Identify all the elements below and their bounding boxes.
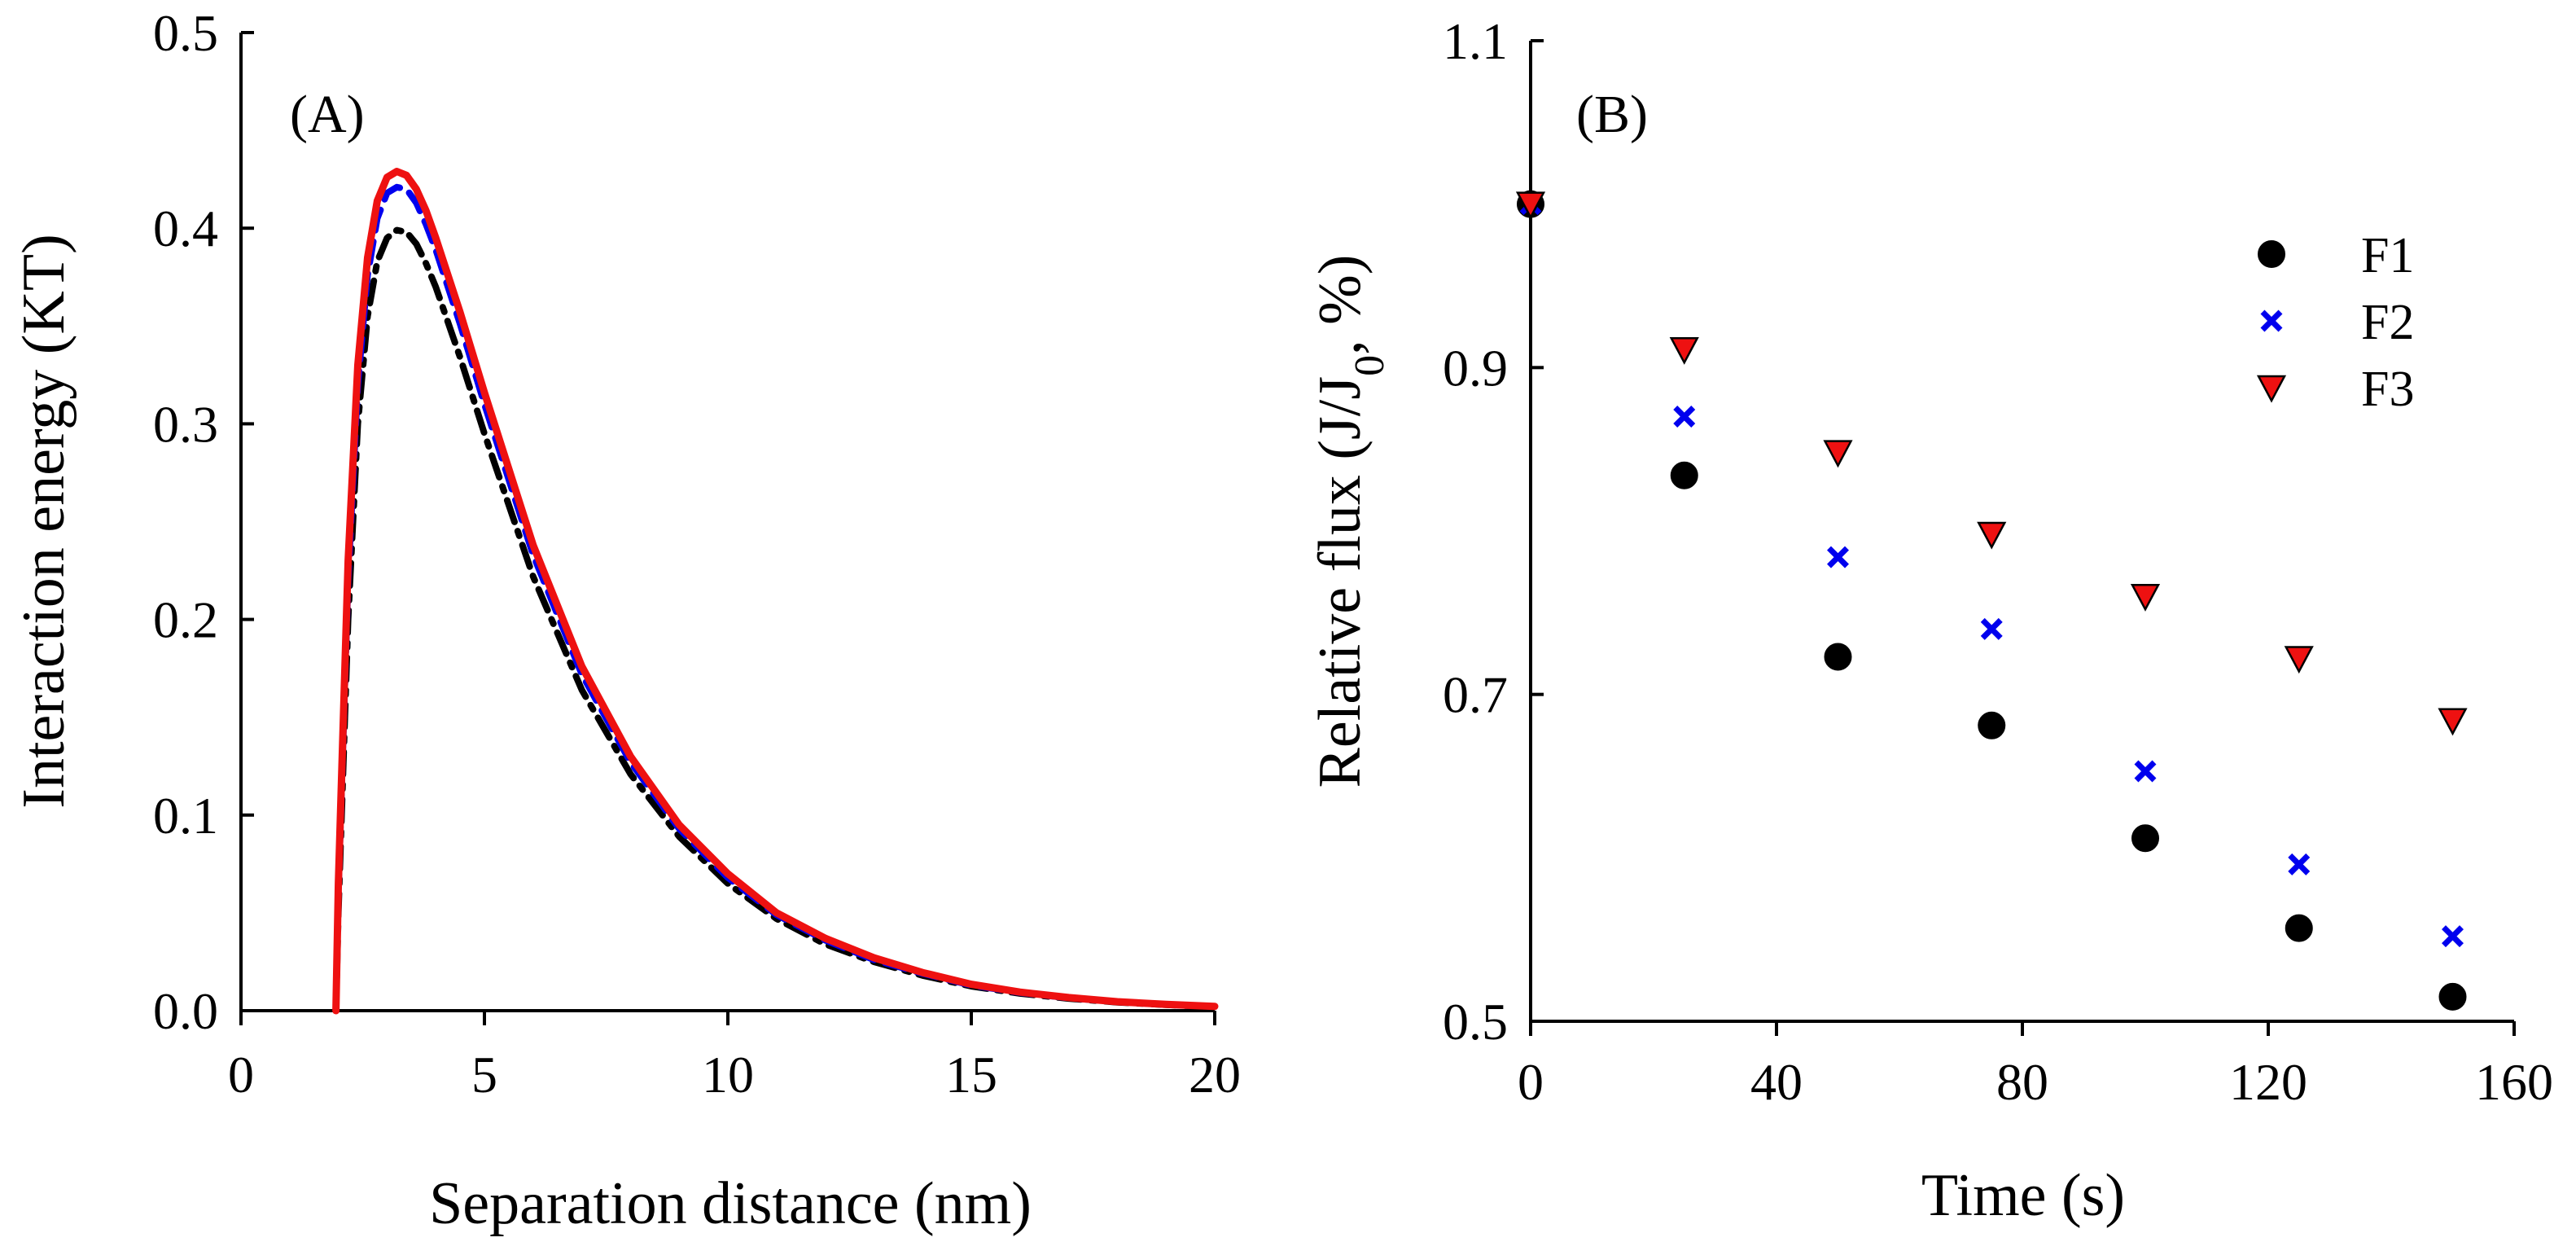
- panel-b-point-f2: [2288, 853, 2311, 875]
- legend-marker-f2: [2260, 309, 2283, 332]
- panel-a-series: [332, 168, 1219, 1015]
- legend-label-f1: F1: [2361, 228, 2414, 283]
- panel-b-point-f1: [2438, 982, 2467, 1011]
- legend-marker-f3: [2256, 375, 2287, 403]
- panel-b-point-f3: [1515, 191, 1546, 220]
- panel-b-point-f3: [2284, 646, 2314, 674]
- panel-a-y-tick-label: 0.2: [153, 591, 218, 649]
- panel-b-point-f3: [1977, 521, 2007, 550]
- panel-a-y-axis-title: Interaction energy (KT): [11, 234, 77, 808]
- legend-label-f2: F2: [2361, 295, 2414, 350]
- panel-b: (B) 0.5 0.7 0.9 1.1 0 40 80 120 160 F1 F2 F3 Time…: [1307, 12, 2553, 1229]
- panel-b-point-f3: [2130, 584, 2161, 612]
- panel-b-point-f3: [1669, 337, 1699, 365]
- panel-a-label: (A): [290, 85, 365, 144]
- panel-b-point-f3: [1823, 440, 1853, 468]
- panel-b-point-f2: [2134, 760, 2157, 783]
- panel-b-point-f2: [2442, 925, 2464, 948]
- panel-a-x-tick-label: 5: [471, 1046, 497, 1104]
- panel-b-point-f1: [2285, 914, 2313, 942]
- panel-a-series-line-f2: [332, 183, 1218, 1014]
- panel-b-point-f3: [2438, 708, 2468, 736]
- panel-a-x-tick-label: 20: [1189, 1046, 1241, 1104]
- panel-a-x-axis-title: Separation distance (nm): [429, 1170, 1032, 1237]
- panel-b-x-ticks: 0 40 80 120 160: [1518, 1021, 2553, 1111]
- panel-b-y-tick-label: 1.1: [1443, 12, 1508, 70]
- panel-a-y-ticks: 0.0 0.1 0.2 0.3 0.4 0.5: [153, 4, 254, 1040]
- panel-b-x-tick-label: 80: [1996, 1053, 2048, 1111]
- panel-b-x-tick-label: 0: [1518, 1053, 1544, 1111]
- panel-b-x-tick-label: 40: [1750, 1053, 1803, 1111]
- panel-b-y-axis-title: Relative flux (J/J0, %): [1307, 255, 1393, 788]
- panel-b-legend: F1 F2 F3: [2256, 228, 2414, 417]
- panel-b-x-tick-label: 160: [2475, 1053, 2553, 1111]
- panel-a-x-tick-label: 10: [702, 1046, 754, 1104]
- panel-a-series-line-f3: [332, 168, 1219, 1015]
- panel-b-point-f1: [1670, 461, 1698, 489]
- panel-b-y-tick-label: 0.9: [1443, 339, 1508, 397]
- panel-b-x-tick-label: 120: [2229, 1053, 2307, 1111]
- panel-b-points: [1515, 190, 2468, 1011]
- panel-a-x-ticks: 0 5 10 15 20: [228, 1011, 1241, 1104]
- panel-a-y-tick-label: 0.5: [153, 4, 218, 62]
- panel-b-x-axis-title: Time (s): [1921, 1162, 2125, 1229]
- panel-b-point-f2: [1673, 406, 1696, 428]
- panel-b-label: (B): [1576, 85, 1648, 144]
- panel-b-point-f2: [1980, 617, 2003, 640]
- panel-b-y-ticks: 0.5 0.7 0.9 1.1: [1443, 12, 1544, 1051]
- panel-b-y-tick-label: 0.7: [1443, 666, 1508, 724]
- panel-b-point-f1: [1824, 643, 1852, 671]
- panel-a-y-tick-label: 0.1: [153, 787, 218, 845]
- panel-a: (A) 0.0 0.1 0.2 0.3 0.4 0.5 0 5 10 15 20 Separati…: [11, 4, 1241, 1237]
- panel-b-axes: [1529, 41, 2514, 1023]
- legend-label-f3: F3: [2361, 362, 2414, 417]
- panel-a-y-tick-label: 0.0: [153, 982, 218, 1040]
- legend-marker-f1: [2258, 240, 2285, 268]
- panel-a-y-tick-label: 0.4: [153, 200, 218, 257]
- panel-a-x-tick-label: 0: [228, 1046, 254, 1104]
- panel-b-y-tick-label: 0.5: [1443, 993, 1508, 1051]
- panel-b-point-f2: [1827, 546, 1849, 568]
- panel-b-point-f1: [1978, 711, 2006, 739]
- panel-b-point-f1: [2131, 824, 2159, 853]
- panel-a-x-tick-label: 15: [945, 1046, 997, 1104]
- panel-a-y-tick-label: 0.3: [153, 395, 218, 453]
